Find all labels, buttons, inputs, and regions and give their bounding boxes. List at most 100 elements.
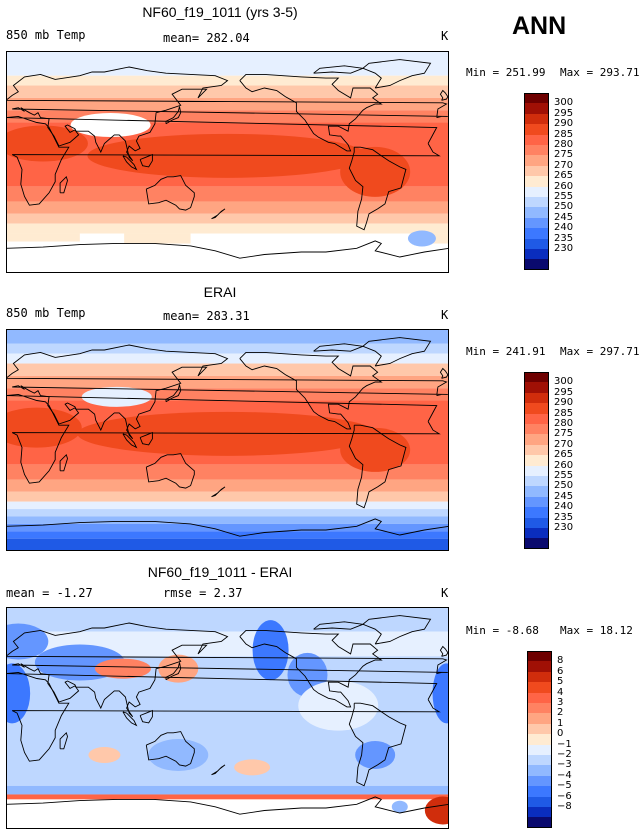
contour-blob (88, 747, 121, 763)
colorbar-swatch (524, 444, 549, 456)
coastline (313, 65, 365, 74)
colorbar-swatch (524, 134, 549, 145)
colorbar-swatch (524, 124, 549, 135)
colorbar-swatch (524, 186, 549, 197)
coastline (239, 351, 383, 430)
coastline (122, 155, 138, 171)
colorbar-label: 285 (554, 128, 574, 140)
colorbar-label: −8 (557, 801, 572, 812)
colorbar-label: 235 (554, 511, 574, 523)
colorbar-frame (524, 372, 549, 549)
colorbar-label: 8 (557, 655, 564, 667)
colorbar-swatch (524, 413, 549, 424)
colorbar-swatch (524, 392, 549, 404)
colorbar-swatch (524, 538, 549, 549)
contour-band (6, 479, 449, 492)
coastline (439, 645, 449, 657)
contour-band (124, 233, 191, 244)
colorbar-label: −2 (557, 749, 572, 760)
coastline (122, 711, 138, 727)
contour-blob (407, 230, 436, 247)
contour-blob (87, 133, 368, 178)
contour-blob (6, 663, 31, 724)
coastline (313, 621, 365, 630)
colorbar-swatch (524, 113, 549, 125)
contour-blob (77, 411, 378, 456)
colorbar-label: 290 (554, 397, 574, 409)
contour-band (6, 233, 80, 242)
coastline (165, 662, 182, 681)
panel-2-max: Max = 297.71 (560, 345, 640, 358)
coastline (6, 671, 441, 762)
contour-band (6, 97, 449, 111)
colorbar-swatch (527, 796, 552, 807)
colorbar-swatch (527, 692, 552, 703)
colorbar-swatch (524, 145, 549, 156)
colorbar-label: 6 (557, 665, 564, 677)
panel-2-left-label: 850 mb Temp (6, 306, 86, 320)
colorbar-label: 4 (557, 686, 564, 698)
colorbar-label: 250 (554, 480, 574, 492)
colorbar-swatch (524, 403, 549, 414)
coastline (211, 486, 226, 498)
contour-blob (391, 800, 408, 813)
contour-blob (94, 658, 151, 679)
contour-band (6, 607, 449, 632)
colorbar-swatch (527, 744, 552, 755)
colorbar-label: −6 (557, 790, 572, 802)
panel-1-left-label: 850 mb Temp (6, 28, 86, 42)
colorbar-label: 235 (554, 232, 574, 244)
contour-blob (6, 125, 88, 162)
coastline (439, 367, 449, 379)
colorbar-swatch (527, 703, 552, 714)
contour-blob (340, 146, 411, 197)
coastline (6, 344, 448, 440)
colorbar-swatch (524, 455, 549, 466)
panel-3-max: Max = 18.12 (560, 624, 633, 637)
colorbar-swatch (527, 651, 552, 662)
coastline (239, 629, 383, 708)
colorbar-swatch (524, 382, 549, 393)
coastline (139, 709, 153, 724)
panel-2-title: ERAI (203, 284, 237, 300)
colorbar-label: 270 (554, 159, 574, 171)
colorbar-swatch (524, 155, 549, 166)
colorbar-label: 300 (554, 97, 574, 109)
contour-band (6, 464, 449, 480)
panel-3-title: NF60_f19_1011 - ERAI (147, 564, 293, 580)
colorbar-swatch (524, 197, 549, 208)
colorbar-label: 265 (554, 449, 574, 461)
colorbar-label: 255 (554, 470, 574, 481)
colorbar-label: 300 (554, 376, 574, 388)
colorbar-swatch (524, 103, 549, 114)
colorbar-label: 260 (554, 459, 574, 471)
panel-1-title: NF60_f19_1011 (yrs 3-5) (142, 4, 298, 20)
colorbar-swatch (524, 507, 549, 518)
colorbar-frame (524, 93, 549, 270)
coastline (6, 115, 441, 206)
panel-2-units: K (441, 308, 449, 322)
contour-band (6, 538, 449, 551)
contour-blob (148, 739, 209, 771)
colorbar-label: 275 (554, 428, 574, 440)
panel-3-map (6, 607, 449, 829)
colorbar-swatch (524, 249, 549, 260)
coastline (145, 731, 195, 767)
coastline (6, 518, 449, 537)
colorbar-swatch (524, 465, 549, 476)
colorbar-swatch (524, 528, 549, 539)
contour-blob (355, 741, 396, 769)
colorbar-label: 280 (554, 139, 574, 150)
coastline (6, 393, 441, 484)
colorbar-label: 230 (554, 243, 574, 254)
contour-band (6, 329, 449, 344)
colorbar-label: 240 (554, 501, 574, 513)
contour-band (6, 375, 449, 389)
colorbar-swatch (527, 775, 552, 787)
colorbar-label: 0 (557, 728, 564, 740)
colorbar-swatch (524, 496, 549, 508)
colorbar-label: 290 (554, 118, 574, 130)
colorbar-swatch (524, 217, 549, 229)
colorbar-label: 295 (554, 107, 574, 119)
colorbar-label: 255 (554, 191, 574, 202)
